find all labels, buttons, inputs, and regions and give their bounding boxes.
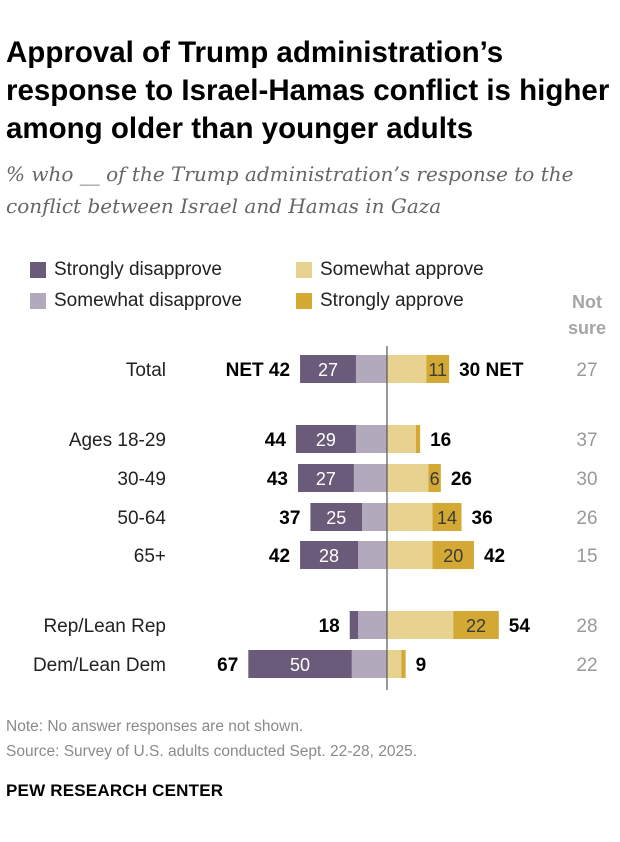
data-label-strongly-disapprove: 29 [316,430,336,450]
not-sure-value: 27 [576,360,597,381]
bar-somewhat-approve [387,464,429,492]
bar-strongly-disapprove [297,464,354,492]
net-approve-label: 26 [451,469,472,490]
bar-strongly-disapprove [248,650,352,678]
data-label-strongly-disapprove: 28 [319,546,339,566]
bar-strongly-disapprove [349,611,359,639]
bar-somewhat-approve [387,611,454,639]
legend-label: Somewhat approve [320,259,484,280]
bar-somewhat-disapprove [355,425,387,453]
bar-somewhat-disapprove [355,355,387,383]
legend-swatch [30,262,46,278]
not-sure-value: 26 [576,508,597,529]
net-approve-label: 42 [484,546,505,567]
net-disapprove-label: NET 42 [226,360,290,381]
data-label-strongly-disapprove: 27 [316,469,336,489]
net-disapprove-label: 67 [217,655,238,676]
not-sure-value: 37 [576,430,597,451]
net-approve-label: 16 [430,430,451,451]
legend-label: Strongly disapprove [54,259,222,280]
legend-swatch [296,262,312,278]
bar-somewhat-approve [387,650,402,678]
net-disapprove-label: 18 [319,616,340,637]
row-label-65: 65+ [134,546,166,567]
bar-somewhat-approve [387,425,416,453]
bar-somewhat-approve [387,541,433,569]
data-label-strongly-disapprove: 50 [290,655,310,675]
row-label-30-49: 30-49 [117,469,166,490]
not-sure-value: 30 [576,469,597,490]
net-disapprove-label: 44 [265,430,287,451]
bar-strongly-disapprove [310,503,363,531]
chart-title: Approval of Trump administration’s respo… [6,36,610,145]
net-approve-label: 36 [472,508,493,529]
bar-somewhat-approve [387,503,433,531]
bar-somewhat-disapprove [362,503,387,531]
data-label-strongly-approve: 6 [430,469,440,489]
net-disapprove-label: 42 [269,546,290,567]
legend-swatch [30,293,46,309]
not-sure-header: Not sure [567,292,607,338]
legend-item-somewhat-disapprove: Somewhat disapprove [30,289,242,313]
bar-strongly-disapprove [300,541,359,569]
chart-note: Note: No answer responses are not shown. [6,718,304,735]
row-label-total: Total [126,360,166,381]
bar-strongly-approve [428,464,441,492]
row-label-50-64: 50-64 [117,508,166,529]
legend-item-strongly-approve: Strongly approve [296,289,464,313]
data-label-strongly-disapprove: 25 [326,508,346,528]
bar-strongly-approve [432,503,462,531]
bar-strongly-disapprove [295,425,356,453]
brand-footer: PEW RESEARCH CENTER [6,781,224,800]
not-sure-value: 28 [576,616,597,637]
bar-strongly-disapprove [300,355,356,383]
legend-label: Strongly approve [320,290,464,311]
legend-swatch [296,293,312,309]
row-label-ages-18-29: Ages 18-29 [69,430,166,451]
bar-strongly-approve [415,425,421,453]
legend-item-strongly-disapprove: Strongly disapprove [30,258,222,282]
bar-somewhat-disapprove [358,541,387,569]
bar-strongly-approve [401,650,406,678]
net-approve-label: 54 [509,616,531,637]
not-sure-value: 22 [576,655,597,676]
net-disapprove-label: 37 [279,508,300,529]
data-label-strongly-approve: 14 [437,508,457,528]
bar-somewhat-approve [387,355,427,383]
data-label-strongly-approve: 20 [443,546,463,566]
data-label-strongly-disapprove: 27 [318,360,338,380]
chart-source: Source: Survey of U.S. adults conducted … [6,743,417,760]
row-label-dem-lean-dem: Dem/Lean Dem [33,655,166,676]
bar-somewhat-disapprove [358,611,387,639]
bar-strongly-approve [432,541,474,569]
chart-subtitle: % who __ of the Trump administration’s r… [6,162,574,218]
bar-somewhat-disapprove [351,650,387,678]
net-approve-label: 9 [416,655,427,676]
bar-somewhat-disapprove [353,464,387,492]
legend-item-somewhat-approve: Somewhat approve [296,258,484,282]
data-label-strongly-approve: 22 [466,616,486,636]
net-disapprove-label: 43 [267,469,288,490]
bar-strongly-approve [453,611,499,639]
net-approve-label: 30 NET [459,360,524,381]
not-sure-value: 15 [576,546,597,567]
bar-strongly-approve [426,355,450,383]
data-label-strongly-approve: 11 [428,360,447,380]
row-label-rep-lean-rep: Rep/Lean Rep [43,616,166,637]
legend-label: Somewhat disapprove [54,290,242,311]
